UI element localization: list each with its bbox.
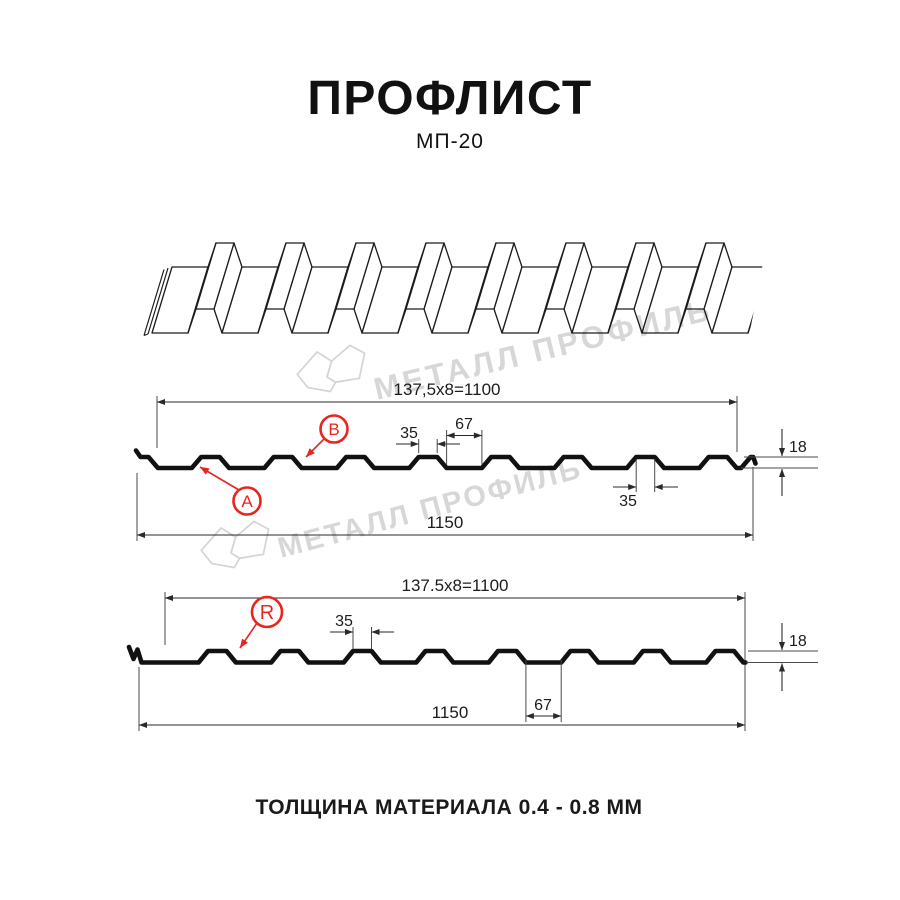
material-thickness-note: ТОЛЩИНА МАТЕРИАЛА 0.4 - 0.8 ММ [255, 796, 642, 819]
dim-rib-top-width-bottom: 35 [330, 613, 394, 649]
coverage-width-label-top: 137,5x8=1100 [394, 380, 501, 399]
marker-r: R [239, 595, 284, 649]
overall-width-label-top: 1150 [427, 513, 464, 532]
marker-r-letter: R [260, 602, 274, 624]
profile-height-label-top: 18 [789, 439, 807, 456]
coverage-width-label-bottom: 137.5x8=1100 [402, 576, 509, 595]
marker-b: B [305, 414, 349, 458]
profile-outline-bottom [126, 644, 748, 665]
rib-top-width-label: 35 [400, 425, 418, 442]
cross-section-bottom: 137.5x8=1100 35 67 18 1150 [126, 576, 818, 731]
rib-bottom-width-label: 35 [619, 493, 637, 510]
page-subtitle: МП-20 [416, 130, 484, 153]
sheet-3d-view [143, 242, 769, 337]
dim-valley-width-bottom: 67 [525, 660, 562, 722]
marker-a-letter: A [241, 492, 253, 511]
metall-profil-logo-icon [200, 520, 270, 569]
marker-b-letter: B [328, 420, 339, 439]
dim-valley-width-top: 67 [446, 416, 483, 465]
valley-width-label-top: 67 [455, 416, 473, 433]
profile-outline-top [133, 448, 758, 471]
metall-profil-logo-icon [296, 344, 366, 393]
valley-width-label-bottom: 67 [534, 697, 552, 714]
dim-height-top: 18 [741, 429, 818, 496]
page-title: ПРОФЛИСТ [307, 72, 592, 125]
overall-width-label-bottom: 1150 [432, 703, 469, 722]
dim-rib-bottom-width: 35 [613, 459, 678, 510]
profile-height-label-bottom: 18 [789, 633, 807, 650]
dim-height-bottom: 18 [746, 623, 818, 691]
dim-rib-top-width: 35 [396, 425, 460, 453]
sheet-3d-cut-edge [143, 267, 169, 337]
marker-a: A [199, 466, 262, 516]
rib-top-width-label-bottom: 35 [335, 613, 353, 630]
cross-section-top: 137,5x8=1100 35 67 35 [133, 380, 818, 541]
